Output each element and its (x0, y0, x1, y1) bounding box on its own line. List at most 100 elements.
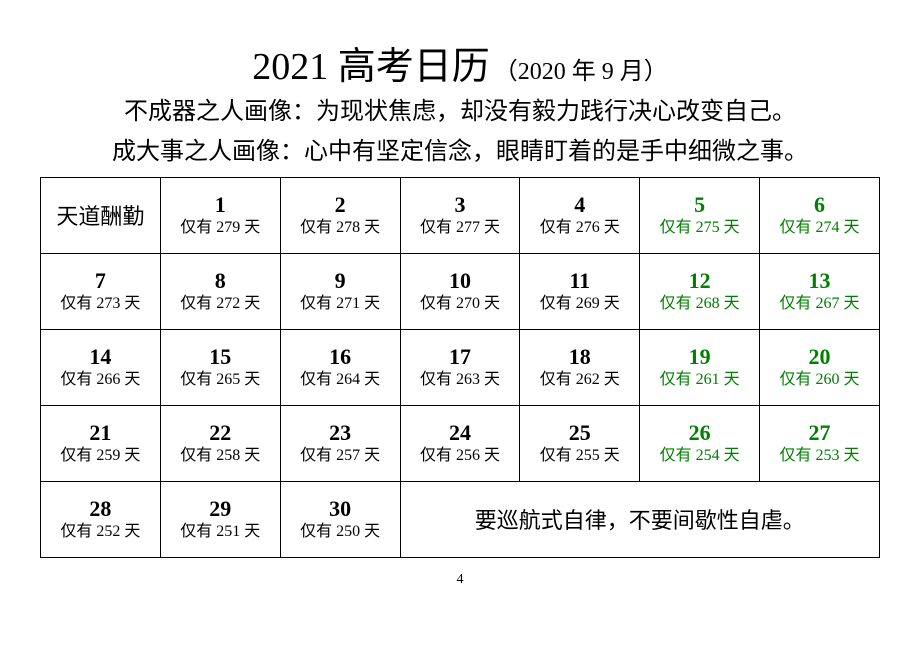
table-row: 21仅有 259 天 22仅有 258 天 23仅有 257 天 24仅有 25… (41, 405, 880, 481)
day-cell: 1仅有 279 天 (160, 177, 280, 253)
day-cell: 16仅有 264 天 (280, 329, 400, 405)
day-number: 11 (520, 268, 639, 294)
day-number: 10 (401, 268, 520, 294)
footer-cell: 要巡航式自律，不要间歇性自虐。 (400, 481, 879, 557)
table-row: 天道酬勤 1仅有 279 天 2仅有 278 天 3仅有 277 天 4仅有 2… (41, 177, 880, 253)
day-cell: 3仅有 277 天 (400, 177, 520, 253)
page-number: 4 (457, 572, 464, 588)
day-cell: 30仅有 250 天 (280, 481, 400, 557)
day-remain: 仅有 273 天 (41, 294, 160, 315)
day-number: 6 (760, 192, 879, 218)
table-row: 7仅有 273 天 8仅有 272 天 9仅有 271 天 10仅有 270 天… (41, 253, 880, 329)
day-number: 13 (760, 268, 879, 294)
day-cell: 25仅有 255 天 (520, 405, 640, 481)
day-number: 28 (41, 496, 160, 522)
day-number: 27 (760, 420, 879, 446)
day-cell: 20仅有 260 天 (760, 329, 880, 405)
day-number: 5 (640, 192, 759, 218)
day-number: 18 (520, 344, 639, 370)
day-number: 1 (161, 192, 280, 218)
day-number: 22 (161, 420, 280, 446)
day-number: 26 (640, 420, 759, 446)
day-cell: 7仅有 273 天 (41, 253, 161, 329)
footer-message: 要巡航式自律，不要间歇性自虐。 (475, 508, 805, 533)
title-sub: （2020 年 9 月） (494, 51, 668, 86)
day-number: 29 (161, 496, 280, 522)
day-remain: 仅有 258 天 (161, 446, 280, 467)
day-number: 9 (281, 268, 400, 294)
day-number: 12 (640, 268, 759, 294)
day-remain: 仅有 277 天 (401, 218, 520, 239)
day-number: 23 (281, 420, 400, 446)
day-number: 20 (760, 344, 879, 370)
day-cell: 14仅有 266 天 (41, 329, 161, 405)
day-remain: 仅有 268 天 (640, 294, 759, 315)
day-cell: 4仅有 276 天 (520, 177, 640, 253)
day-remain: 仅有 266 天 (41, 370, 160, 391)
day-cell: 11仅有 269 天 (520, 253, 640, 329)
header-cell: 天道酬勤 (41, 177, 161, 253)
day-number: 4 (520, 192, 639, 218)
day-cell: 15仅有 265 天 (160, 329, 280, 405)
day-remain: 仅有 271 天 (281, 294, 400, 315)
table-row: 14仅有 266 天 15仅有 265 天 16仅有 264 天 17仅有 26… (41, 329, 880, 405)
page-title: 2021 高考日历 （2020 年 9 月） (252, 35, 668, 90)
day-remain: 仅有 269 天 (520, 294, 639, 315)
day-cell: 5仅有 275 天 (640, 177, 760, 253)
day-remain: 仅有 252 天 (41, 522, 160, 543)
day-remain: 仅有 270 天 (401, 294, 520, 315)
day-cell: 23仅有 257 天 (280, 405, 400, 481)
day-number: 21 (41, 420, 160, 446)
day-number: 25 (520, 420, 639, 446)
day-remain: 仅有 261 天 (640, 370, 759, 391)
day-number: 2 (281, 192, 400, 218)
day-cell: 22仅有 258 天 (160, 405, 280, 481)
calendar-table: 天道酬勤 1仅有 279 天 2仅有 278 天 3仅有 277 天 4仅有 2… (40, 177, 880, 558)
day-cell: 19仅有 261 天 (640, 329, 760, 405)
day-cell: 27仅有 253 天 (760, 405, 880, 481)
day-remain: 仅有 254 天 (640, 446, 759, 467)
day-cell: 21仅有 259 天 (41, 405, 161, 481)
day-number: 3 (401, 192, 520, 218)
day-remain: 仅有 263 天 (401, 370, 520, 391)
day-cell: 6仅有 274 天 (760, 177, 880, 253)
subtitle-1: 不成器之人画像：为现状焦虑，却没有毅力践行决心改变自己。 (124, 96, 796, 128)
table-row: 28仅有 252 天 29仅有 251 天 30仅有 250 天 要巡航式自律，… (41, 481, 880, 557)
day-remain: 仅有 279 天 (161, 218, 280, 239)
day-number: 16 (281, 344, 400, 370)
day-remain: 仅有 278 天 (281, 218, 400, 239)
day-cell: 28仅有 252 天 (41, 481, 161, 557)
day-remain: 仅有 253 天 (760, 446, 879, 467)
day-remain: 仅有 276 天 (520, 218, 639, 239)
day-cell: 13仅有 267 天 (760, 253, 880, 329)
day-cell: 8仅有 272 天 (160, 253, 280, 329)
day-remain: 仅有 262 天 (520, 370, 639, 391)
day-number: 30 (281, 496, 400, 522)
day-remain: 仅有 264 天 (281, 370, 400, 391)
day-remain: 仅有 265 天 (161, 370, 280, 391)
day-remain: 仅有 259 天 (41, 446, 160, 467)
day-cell: 26仅有 254 天 (640, 405, 760, 481)
day-number: 24 (401, 420, 520, 446)
day-remain: 仅有 272 天 (161, 294, 280, 315)
day-number: 14 (41, 344, 160, 370)
day-remain: 仅有 256 天 (401, 446, 520, 467)
day-remain: 仅有 275 天 (640, 218, 759, 239)
day-remain: 仅有 267 天 (760, 294, 879, 315)
day-remain: 仅有 274 天 (760, 218, 879, 239)
day-number: 7 (41, 268, 160, 294)
day-remain: 仅有 250 天 (281, 522, 400, 543)
day-remain: 仅有 251 天 (161, 522, 280, 543)
day-cell: 18仅有 262 天 (520, 329, 640, 405)
subtitle-2: 成大事之人画像：心中有坚定信念，眼睛盯着的是手中细微之事。 (112, 136, 808, 168)
day-cell: 2仅有 278 天 (280, 177, 400, 253)
day-cell: 29仅有 251 天 (160, 481, 280, 557)
day-number: 19 (640, 344, 759, 370)
title-main: 2021 高考日历 (252, 35, 490, 90)
day-number: 15 (161, 344, 280, 370)
day-cell: 12仅有 268 天 (640, 253, 760, 329)
day-number: 17 (401, 344, 520, 370)
day-remain: 仅有 257 天 (281, 446, 400, 467)
day-cell: 10仅有 270 天 (400, 253, 520, 329)
day-remain: 仅有 260 天 (760, 370, 879, 391)
